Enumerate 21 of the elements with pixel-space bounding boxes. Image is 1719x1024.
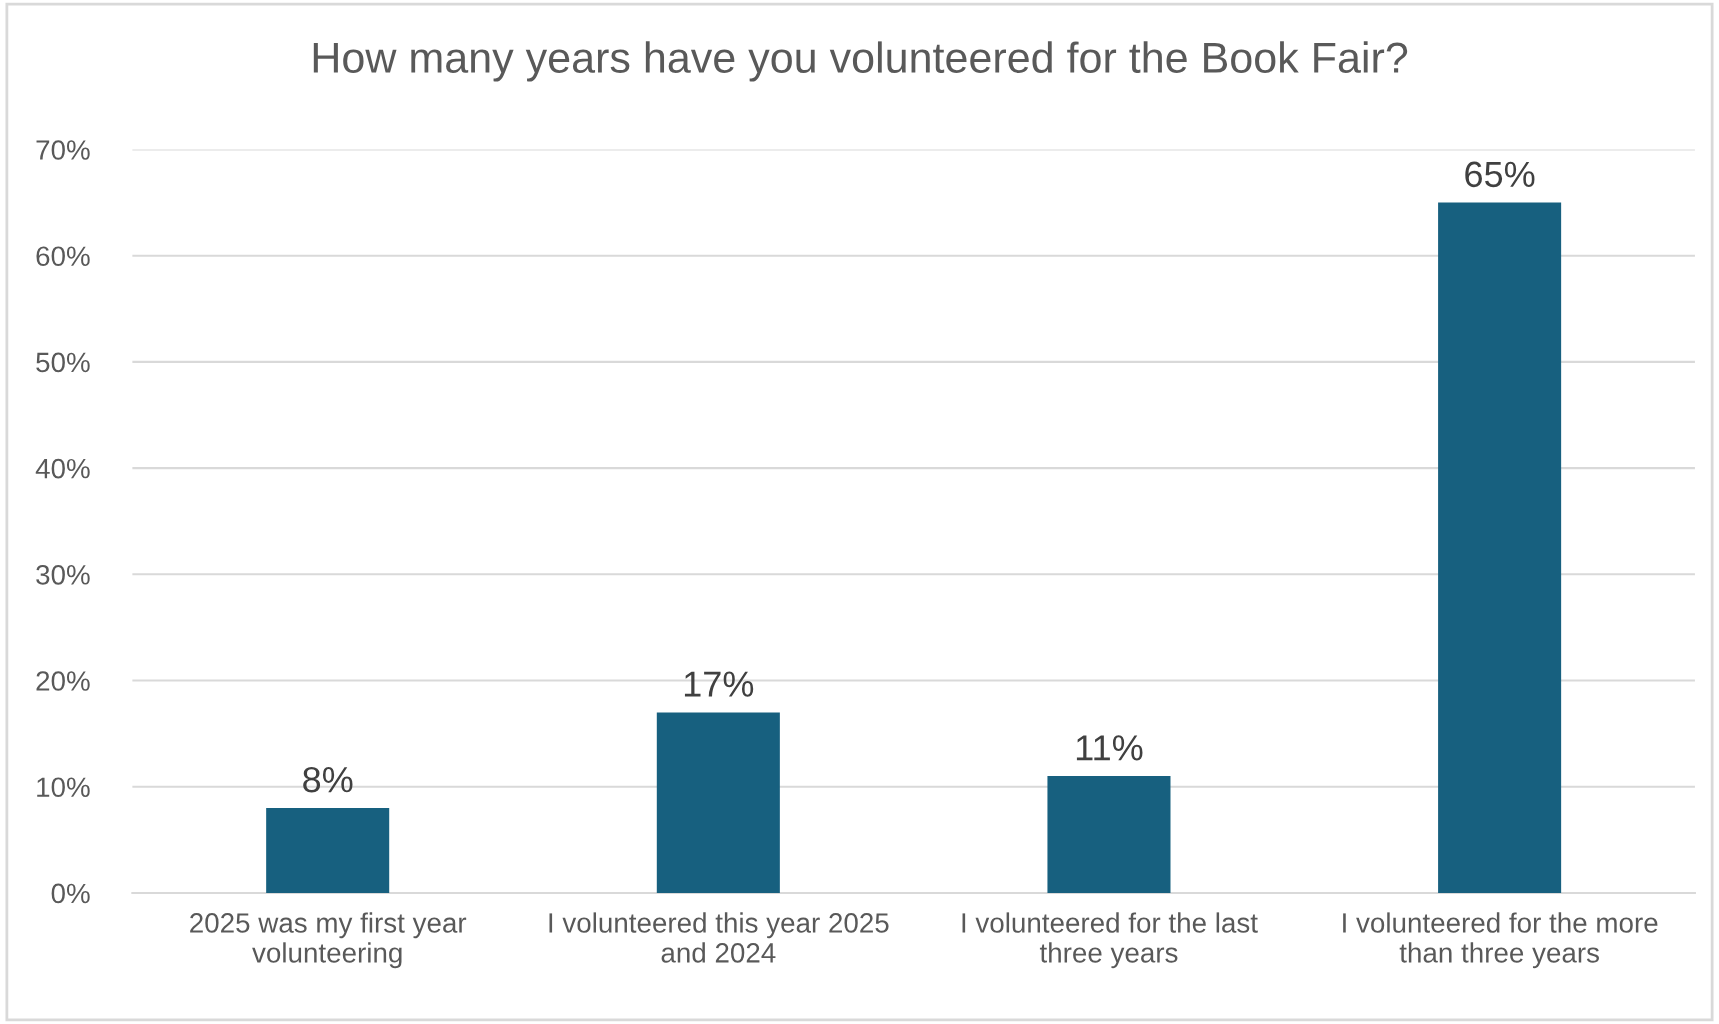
data-label: 17%: [684, 671, 754, 697]
y-tick-label: 50%: [36, 352, 90, 373]
data-label: 11%: [1076, 735, 1143, 761]
y-tick-label: 10%: [37, 777, 90, 798]
x-tick-label: I volunteered for the more than three years: [1343, 912, 1658, 969]
bar: [656, 712, 780, 893]
y-tick-label: 20%: [36, 671, 90, 691]
data-label: 8%: [303, 766, 353, 793]
chart-title: How many years have you volunteered for the Book Fair?: [313, 41, 1408, 82]
bar: [266, 807, 390, 893]
data-label: 65%: [1465, 161, 1535, 188]
y-tick-label: 60%: [36, 246, 90, 267]
y-tick-label: 70%: [36, 140, 90, 160]
x-tick-label: 2025 was my first year volunteering: [190, 912, 467, 969]
y-tick-label: 0%: [51, 883, 90, 904]
y-tick-label: 40%: [35, 458, 90, 479]
x-tick-label: I volunteered for the last three years: [962, 912, 1258, 969]
x-tick-label: I volunteered this year 2025 and 2024: [549, 912, 889, 963]
bar: [1047, 776, 1171, 893]
bar: [1438, 202, 1562, 893]
y-tick-label: 30%: [36, 564, 90, 585]
